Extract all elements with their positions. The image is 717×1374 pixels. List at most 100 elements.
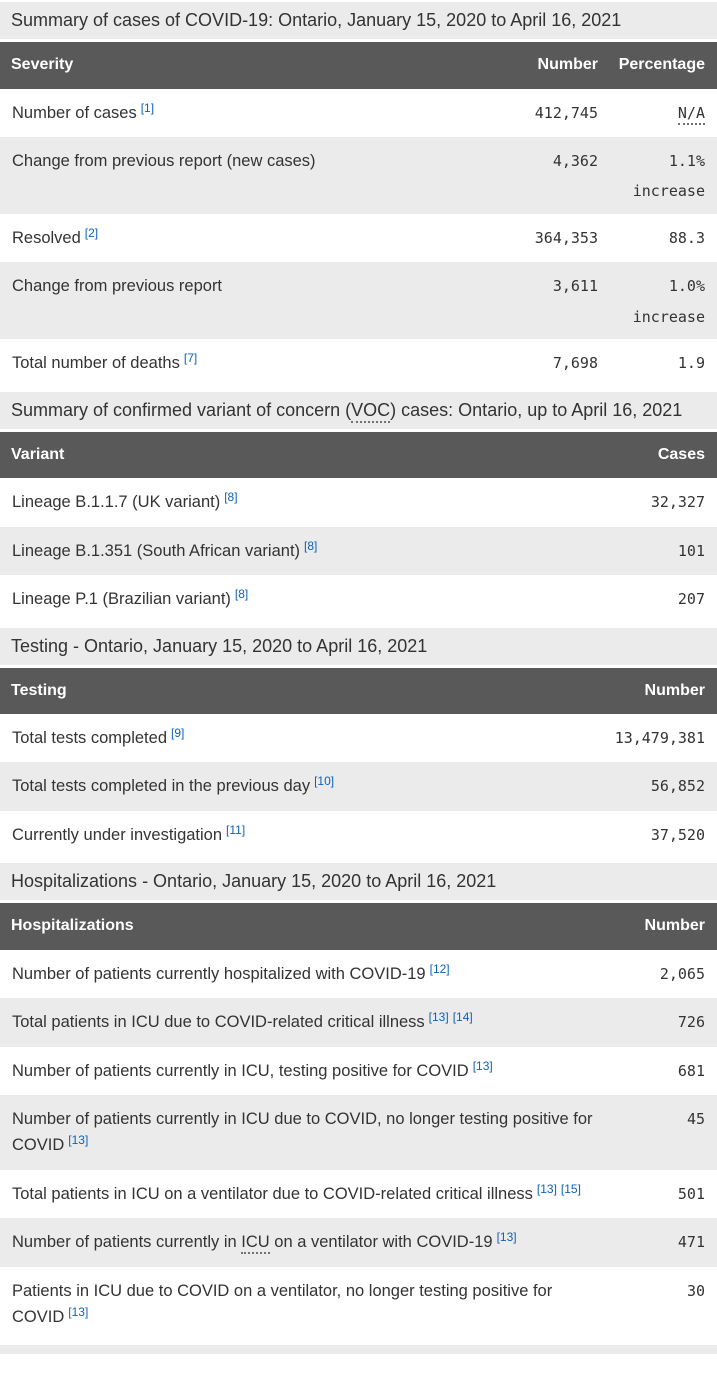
footnote-ref-link[interactable]: [12] xyxy=(429,961,450,976)
table-row: Number of patients currently hospitalize… xyxy=(0,949,717,999)
row-label: Number of patients currently in ICU on a… xyxy=(0,1218,622,1266)
testing-caption: Testing - Ontario, January 15, 2020 to A… xyxy=(0,627,717,665)
row-label-text: Total number of deaths xyxy=(12,354,180,373)
testing-section: Testing - Ontario, January 15, 2020 to A… xyxy=(0,627,717,860)
column-header-cases: Cases xyxy=(657,445,705,463)
footnote-sup: [14] xyxy=(453,1010,473,1024)
footnote-sup: [13] xyxy=(537,1182,557,1196)
column-header-percentage: Percentage xyxy=(618,56,705,74)
table-row: Total patients in ICU on a ventilator du… xyxy=(0,1169,717,1219)
footnote-ref-link[interactable]: [2] xyxy=(84,225,99,240)
percentage-cell: 1.9 xyxy=(677,354,705,373)
table-row: Lineage B.1.1.7 (UK variant) [8] 32,327 xyxy=(0,478,717,527)
footnote-sup: [13] xyxy=(68,1305,88,1319)
row-label-text: Resolved xyxy=(12,228,81,247)
hospitalizations-caption: Hospitalizations - Ontario, January 15, … xyxy=(0,863,717,901)
table-row: Patients in ICU due to COVID on a ventil… xyxy=(0,1266,717,1342)
footnote-sup: [15] xyxy=(561,1182,581,1196)
table-row: Lineage P.1 (Brazilian variant) [8] 207 xyxy=(0,575,717,624)
row-label: Number of patients currently in ICU, tes… xyxy=(0,1047,622,1095)
footnote-sup: [13] xyxy=(497,1230,517,1244)
footnote-ref-link[interactable]: [1] xyxy=(140,100,155,115)
number-cell: 13,479,381 xyxy=(614,729,705,748)
footnote-sup: [13] xyxy=(429,1010,449,1024)
footnote-sup: [11] xyxy=(226,823,245,837)
row-label-text: Total tests completed in the previous da… xyxy=(12,777,311,796)
row-label-text: Number of patients currently in ICU, tes… xyxy=(12,1061,469,1080)
row-label: Total tests completed [9] xyxy=(0,714,577,762)
column-header-number: Number xyxy=(644,681,705,699)
table-row: Change from previous report 3,611 1.0% in… xyxy=(0,262,717,340)
abbr-na: N/A xyxy=(677,103,705,125)
number-cell: 364,353 xyxy=(534,228,598,247)
footnote-sup: [13] xyxy=(68,1133,88,1147)
row-label: Change from previous report xyxy=(0,262,480,310)
row-label: Total tests completed in the previous da… xyxy=(0,762,577,810)
row-label: Currently under investigation [11] xyxy=(0,811,577,859)
footnote-ref-link[interactable]: [15] xyxy=(560,1181,581,1196)
row-label: Patients in ICU due to COVID on a ventil… xyxy=(0,1267,622,1342)
number-cell: 32,327 xyxy=(650,493,705,512)
row-label: Total number of deaths [7] xyxy=(0,339,480,387)
footnote-ref-link[interactable]: [13] xyxy=(472,1058,493,1073)
table-row: Number of patients currently in ICU due … xyxy=(0,1095,717,1170)
footnote-sup: [12] xyxy=(430,962,450,976)
voc-summary-section: Summary of confirmed variant of concern … xyxy=(0,391,717,624)
column-header-severity: Severity xyxy=(11,56,74,74)
row-label-text: Total patients in ICU due to COVID-relat… xyxy=(12,1013,425,1032)
footnote-ref-link[interactable]: [10] xyxy=(314,774,335,789)
row-label: Number of cases [1] xyxy=(0,89,480,137)
footnote-sup: [10] xyxy=(314,774,334,788)
abbr-voc: VOC xyxy=(351,399,391,423)
column-header-number: Number xyxy=(644,917,705,935)
footnote-ref-link[interactable]: [13] xyxy=(536,1181,557,1196)
footnote-ref-link[interactable]: [11] xyxy=(226,822,246,837)
footnote-sup: [8] xyxy=(304,539,317,553)
footnote-ref-link[interactable]: [9] xyxy=(171,726,185,741)
number-cell: 681 xyxy=(677,1061,705,1080)
row-label: Total patients in ICU on a ventilator du… xyxy=(0,1170,622,1218)
footnote-ref-link[interactable]: [13] xyxy=(68,1133,89,1148)
row-label-text: Change from previous report xyxy=(12,277,223,296)
number-cell: 56,852 xyxy=(650,777,705,796)
row-label-text: on a ventilator with COVID-19 xyxy=(269,1233,493,1252)
footnote-sup: [1] xyxy=(141,101,154,115)
abbr-icu: ICU xyxy=(241,1233,270,1255)
row-label-text: Total tests completed xyxy=(12,729,167,748)
row-label: Resolved [2] xyxy=(0,214,480,262)
percentage-cell: N/A xyxy=(598,89,717,136)
row-label-text: Total patients in ICU on a ventilator du… xyxy=(12,1184,533,1203)
row-label-text: Number of patients currently in xyxy=(12,1233,242,1252)
row-label: Lineage B.1.1.7 (UK variant) [8] xyxy=(0,478,577,526)
row-label-text: Lineage B.1.1.7 (UK variant) xyxy=(12,493,221,512)
footnote-sup: [9] xyxy=(171,726,184,740)
number-cell: 2,065 xyxy=(659,964,705,983)
hospitalizations-section: Hospitalizations - Ontario, January 15, … xyxy=(0,863,717,1342)
footnote-ref-link[interactable]: [8] xyxy=(304,538,318,553)
row-label-text: Patients in ICU due to COVID on a ventil… xyxy=(12,1281,553,1326)
percentage-note: increase xyxy=(632,182,705,201)
footnote-sup: [2] xyxy=(85,226,98,240)
table-row: Number of cases [1] 412,745 N/A xyxy=(0,88,717,137)
percentage-value: 1.0% xyxy=(668,277,705,296)
footnote-ref-link[interactable]: [14] xyxy=(452,1010,473,1025)
footnote-ref-link[interactable]: [8] xyxy=(234,587,249,602)
number-cell: 207 xyxy=(677,590,705,609)
footnote-ref-link[interactable]: [13] xyxy=(428,1010,449,1025)
footnote-sup: [7] xyxy=(184,351,197,365)
footnote-ref-link[interactable]: [8] xyxy=(224,490,238,505)
number-cell: 45 xyxy=(686,1110,705,1128)
table-row: Change from previous report (new cases) … xyxy=(0,136,717,214)
percentage-cell: 1.0% increase xyxy=(598,262,717,339)
footnote-ref-link[interactable]: [13] xyxy=(68,1304,89,1319)
row-label: Change from previous report (new cases) xyxy=(0,137,480,185)
row-label: Number of patients currently hospitalize… xyxy=(0,950,622,998)
row-label-text: Lineage B.1.351 (South African variant) xyxy=(12,541,301,560)
next-table-caption-partial xyxy=(0,1345,717,1355)
percentage-note: increase xyxy=(632,307,705,326)
number-cell: 101 xyxy=(677,541,705,560)
row-label-text: Number of cases xyxy=(12,103,137,122)
footnote-ref-link[interactable]: [13] xyxy=(496,1230,517,1245)
row-label: Total patients in ICU due to COVID-relat… xyxy=(0,998,622,1046)
footnote-ref-link[interactable]: [7] xyxy=(183,351,198,366)
